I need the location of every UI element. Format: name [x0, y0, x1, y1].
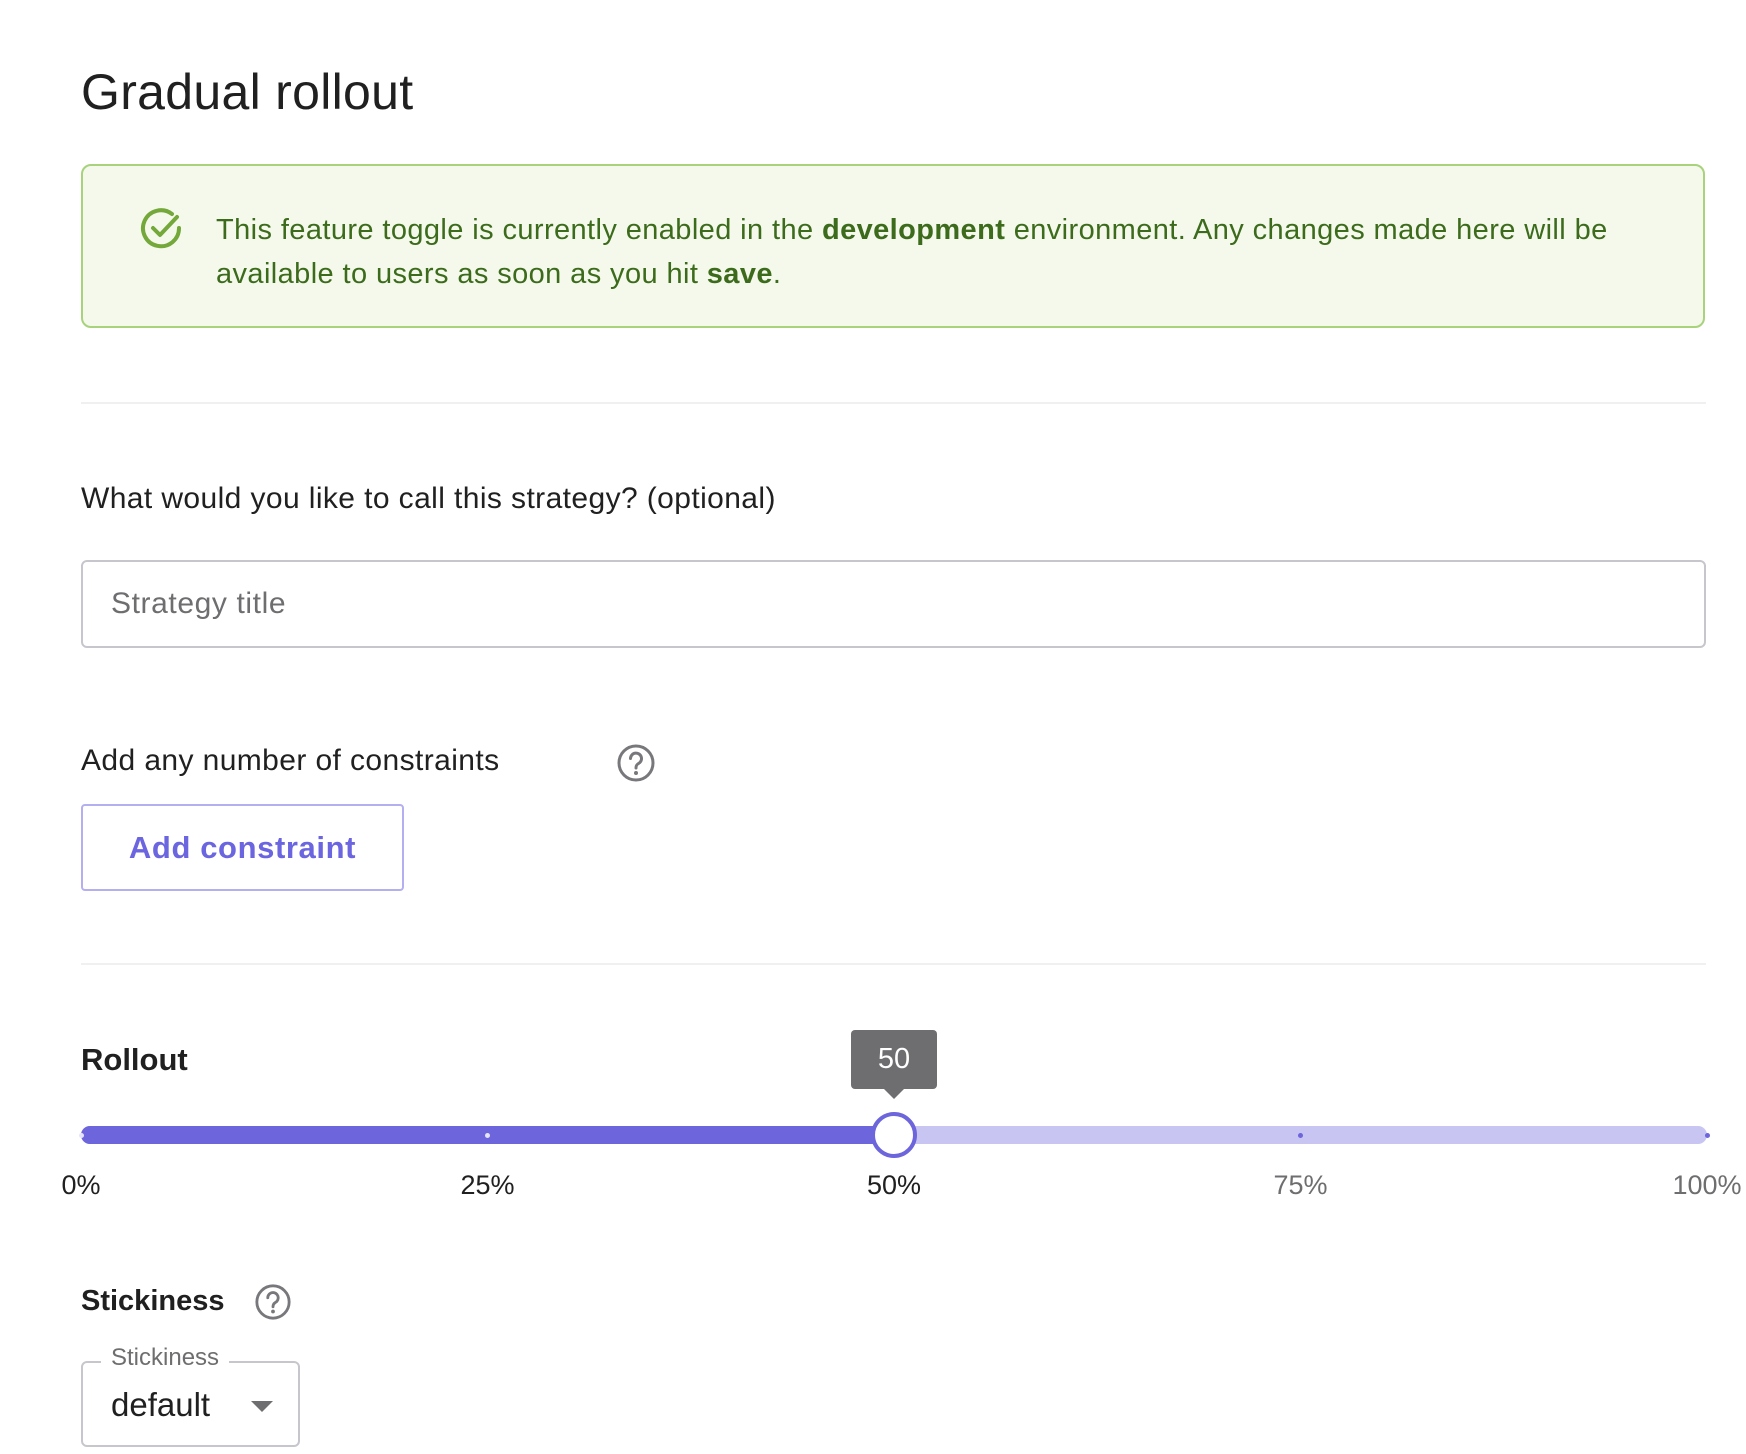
- alert-text: .: [772, 258, 782, 290]
- slider-mark-label: 25%: [460, 1170, 515, 1200]
- slider-mark-label: 100%: [1672, 1170, 1742, 1200]
- page-title: Gradual rollout: [81, 64, 414, 120]
- save-word: save: [706, 258, 773, 290]
- environment-alert: This feature toggle is currently enabled…: [81, 164, 1705, 328]
- slider-value-tooltip: 50: [851, 1030, 937, 1099]
- stickiness-selected-value: default: [111, 1386, 211, 1423]
- strategy-title-input[interactable]: [81, 560, 1706, 648]
- stickiness-label: Stickiness: [81, 1285, 225, 1317]
- slider-mark-label: 0%: [61, 1170, 101, 1200]
- alert-text: environment. Any changes made here will …: [216, 214, 1608, 290]
- slider-mark-dot: [1704, 1133, 1710, 1138]
- add-constraint-button[interactable]: Add constraint: [81, 804, 404, 891]
- constraints-label: Add any number of constraints: [81, 744, 500, 777]
- strategy-name-label: What would you like to call this strateg…: [81, 482, 776, 515]
- caret-down-icon: [251, 1401, 273, 1412]
- slider-mark-dot: [485, 1133, 490, 1138]
- environment-name: development: [821, 214, 1006, 246]
- slider-mark-label: 50%: [866, 1170, 922, 1200]
- slider-thumb[interactable]: [871, 1112, 917, 1158]
- help-circle-icon[interactable]: [254, 1283, 292, 1321]
- slider-mark-dot: [1298, 1133, 1303, 1138]
- slider-mark-dot: [78, 1133, 84, 1138]
- slider-mark-label: 75%: [1273, 1170, 1328, 1200]
- stickiness-select-label: Stickiness: [101, 1343, 230, 1373]
- alert-message: This feature toggle is currently enabled…: [216, 208, 1676, 296]
- stickiness-select[interactable]: Stickiness default: [81, 1343, 300, 1447]
- alert-text: This feature toggle is currently enabled…: [216, 214, 822, 246]
- rollout-label: Rollout: [81, 1042, 188, 1077]
- divider: [81, 402, 1706, 404]
- check-circle-icon: [141, 208, 182, 249]
- help-circle-icon[interactable]: [616, 743, 656, 783]
- divider: [81, 963, 1706, 965]
